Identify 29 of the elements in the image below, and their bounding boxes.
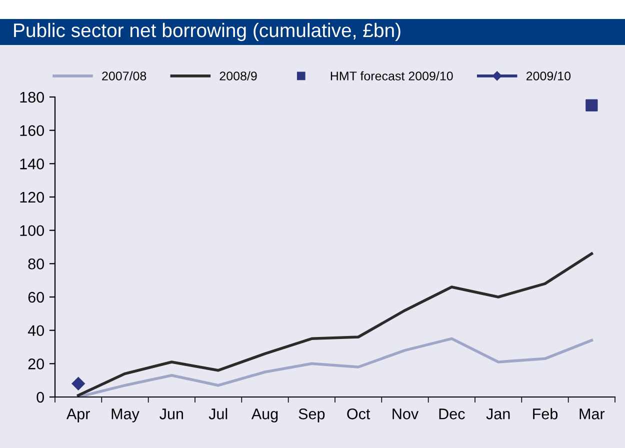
x-tick-label: Jun [160,408,183,420]
y-tick-label: 40 [28,325,44,336]
y-tick-label: 160 [20,125,44,136]
x-tick-label: Feb [533,408,558,420]
x-tick-label: Jul [208,408,228,420]
x-tick-label: Apr [66,408,90,422]
x-tick-label: Aug [251,408,278,422]
x-tick-label: Dec [439,408,465,420]
x-tick-label: Jan [486,408,510,420]
line-series [76,252,594,397]
y-tick-label: 120 [20,192,44,203]
legend-label: HMT forecast 2009/10 [330,71,453,80]
chart-title: Public sector net borrowing (cumulative, £bn) [14,22,400,42]
y-tick-label: 180 [20,92,44,103]
x-tick-label: Mar [580,408,605,420]
legend-label: 2008/9 [220,71,257,80]
y-tick-label: 80 [28,258,44,270]
y-tick-label: 100 [20,225,44,236]
y-tick-label: 20 [28,358,44,370]
y-tick-label: 0 [36,392,44,403]
x-tick-label: Nov [392,408,419,420]
x-tick-label: Sep [298,408,325,422]
legend-label: 2007/08 [102,71,146,80]
y-tick-label: 60 [28,292,44,303]
y-tick-label: 140 [20,158,44,170]
x-tick-label: May [112,408,140,422]
legend-label: 2009/10 [526,71,571,80]
x-tick-label: Oct [347,408,370,420]
line-series [76,337,594,397]
